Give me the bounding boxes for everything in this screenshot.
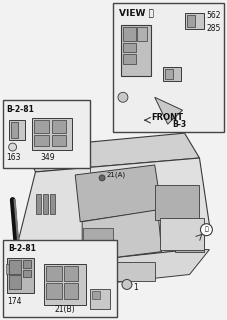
Bar <box>9 276 21 289</box>
Bar <box>165 69 173 79</box>
Bar <box>123 27 136 41</box>
Bar <box>46 266 62 282</box>
Bar <box>9 260 21 274</box>
Polygon shape <box>19 240 50 289</box>
Bar <box>52 120 66 133</box>
Polygon shape <box>26 133 200 172</box>
Bar <box>9 120 25 140</box>
Circle shape <box>118 92 128 102</box>
Bar <box>113 3 224 132</box>
Bar <box>83 228 113 240</box>
Bar <box>92 292 100 300</box>
Bar <box>175 230 205 252</box>
Bar <box>160 218 205 250</box>
Bar <box>64 266 78 282</box>
Bar <box>7 258 35 293</box>
Bar <box>11 122 17 138</box>
Bar <box>64 284 78 300</box>
Circle shape <box>9 143 17 151</box>
Polygon shape <box>155 97 183 124</box>
Bar <box>50 194 55 214</box>
Bar <box>22 269 30 277</box>
Text: FRONT: FRONT <box>151 113 183 122</box>
Bar <box>100 261 155 282</box>
Bar <box>35 135 49 146</box>
Text: 562: 562 <box>206 11 221 20</box>
Bar <box>35 120 49 133</box>
Bar <box>123 54 136 64</box>
Bar <box>83 243 113 255</box>
Text: VIEW Ⓐ: VIEW Ⓐ <box>119 8 154 17</box>
Text: 285: 285 <box>206 24 221 33</box>
Bar <box>123 43 136 52</box>
Polygon shape <box>50 250 210 289</box>
Bar <box>3 240 117 317</box>
Text: B-3: B-3 <box>173 120 187 129</box>
Text: 21(A): 21(A) <box>106 172 125 178</box>
Bar <box>137 27 147 41</box>
Bar <box>3 100 90 168</box>
Bar <box>32 118 72 150</box>
Polygon shape <box>75 165 162 222</box>
Bar <box>155 185 200 220</box>
Text: Ⓐ: Ⓐ <box>205 227 208 233</box>
Circle shape <box>200 224 212 236</box>
Bar <box>44 264 86 305</box>
Bar <box>90 289 110 309</box>
Text: 163: 163 <box>7 153 21 162</box>
Bar <box>37 194 42 214</box>
Bar <box>52 135 66 146</box>
Circle shape <box>122 279 132 289</box>
Bar <box>6 264 9 274</box>
Bar <box>22 260 30 268</box>
Bar <box>187 15 195 27</box>
Bar <box>185 13 205 28</box>
Bar <box>121 25 151 76</box>
Polygon shape <box>19 158 210 265</box>
Circle shape <box>99 175 105 181</box>
Text: 1: 1 <box>133 283 138 292</box>
Text: 349: 349 <box>40 153 55 162</box>
Text: 174: 174 <box>8 297 22 306</box>
Text: B-2-81: B-2-81 <box>9 244 37 253</box>
Bar <box>46 284 62 300</box>
Polygon shape <box>82 210 162 261</box>
Text: 21(B): 21(B) <box>54 305 75 314</box>
Bar <box>43 194 48 214</box>
Text: B-2-81: B-2-81 <box>7 105 35 114</box>
Bar <box>163 68 181 81</box>
